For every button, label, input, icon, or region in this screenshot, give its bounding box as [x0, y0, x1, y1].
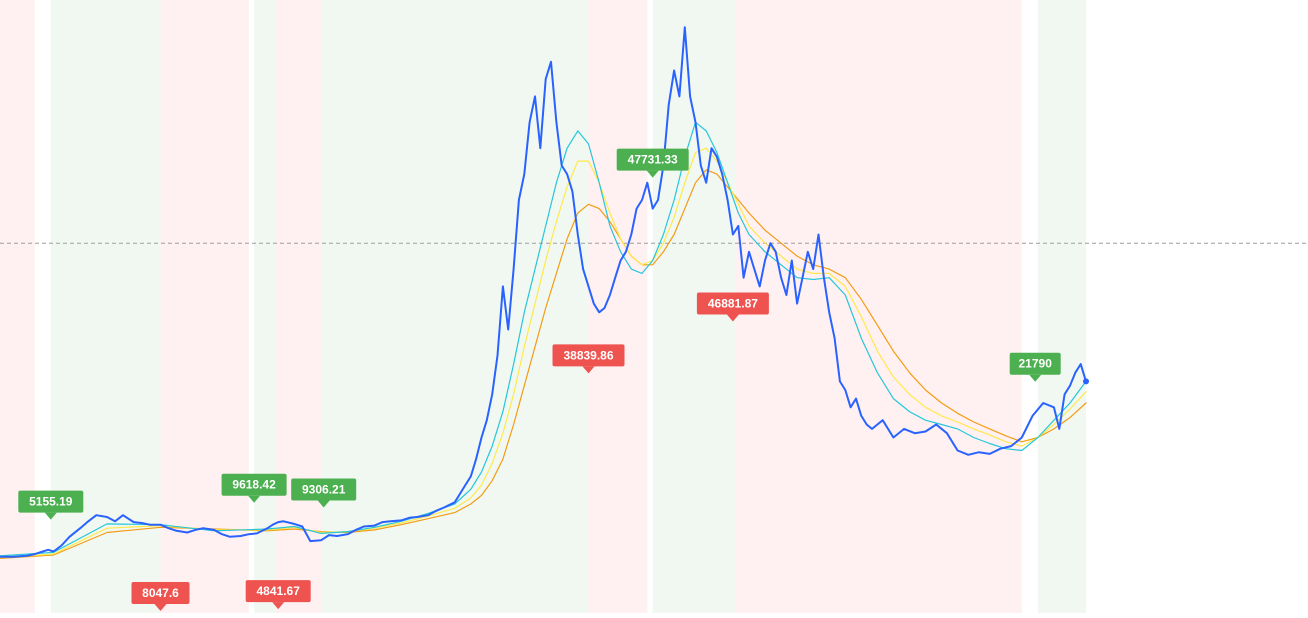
signal-label-box: [221, 473, 287, 496]
signal-pointer: [646, 170, 659, 178]
signal-marker-buy: 21790: [1009, 352, 1061, 382]
signal-pointer: [44, 512, 57, 520]
signal-marker-sell: 8047.6: [131, 582, 190, 611]
signal-label-box: [18, 490, 84, 513]
series-line-ma_slow: [0, 169, 1087, 560]
regime-band-buy: [254, 0, 276, 613]
signal-marker-buy: 47731.33: [616, 148, 689, 178]
signal-pointer: [154, 604, 167, 611]
signal-label-text: 47731.33: [628, 153, 678, 167]
signal-pointer: [248, 495, 261, 503]
signal-label-box: [616, 148, 689, 171]
signal-label-box: [696, 292, 769, 315]
regime-band-buy: [1037, 0, 1086, 613]
signal-marker-sell: 4841.67: [245, 580, 311, 610]
series-line-price: [0, 26, 1087, 558]
signal-label-text: 9306.21: [302, 483, 346, 497]
regime-band-sell: [735, 0, 1022, 613]
signal-pointer: [317, 500, 330, 508]
signal-regime-backgrounds: [0, 0, 1086, 613]
signal-label-box: [291, 478, 357, 501]
signal-label-text: 8047.6: [142, 586, 179, 600]
regime-band-buy: [321, 0, 589, 613]
signal-pointer: [582, 366, 595, 374]
signal-label-text: 38839.86: [563, 348, 613, 362]
signal-pointer: [726, 314, 739, 322]
signal-label-box: [245, 580, 311, 603]
signal-pointer: [272, 602, 285, 610]
regime-band-sell: [0, 0, 35, 613]
regime-band-sell: [588, 0, 648, 613]
signal-label-text: 5155.19: [29, 495, 73, 509]
signal-label-box: [552, 344, 625, 367]
signal-pointer: [1029, 374, 1042, 382]
signal-marker-buy: 9306.21: [291, 478, 357, 508]
regime-band-sell: [275, 0, 321, 613]
signal-markers: 5155.19 8047.6 9618.42 4841.67 9306.21 38839.…: [18, 148, 1061, 611]
series-lines: [0, 26, 1089, 560]
signal-label-box: [131, 582, 190, 604]
signal-label-text: 46881.87: [708, 297, 758, 311]
signal-marker-sell: 46881.87: [696, 292, 769, 322]
signal-label-box: [1009, 352, 1061, 375]
last-price-dot: [1083, 378, 1089, 385]
regime-band-sell: [160, 0, 249, 613]
signal-marker-buy: 5155.19: [18, 490, 84, 520]
signal-label-text: 9618.42: [232, 478, 276, 492]
regime-band-buy: [50, 0, 161, 613]
signal-marker-sell: 38839.86: [552, 344, 625, 374]
signal-marker-buy: 9618.42: [221, 473, 287, 503]
signal-label-text: 21790: [1019, 357, 1053, 371]
signal-label-text: 4841.67: [257, 584, 301, 598]
